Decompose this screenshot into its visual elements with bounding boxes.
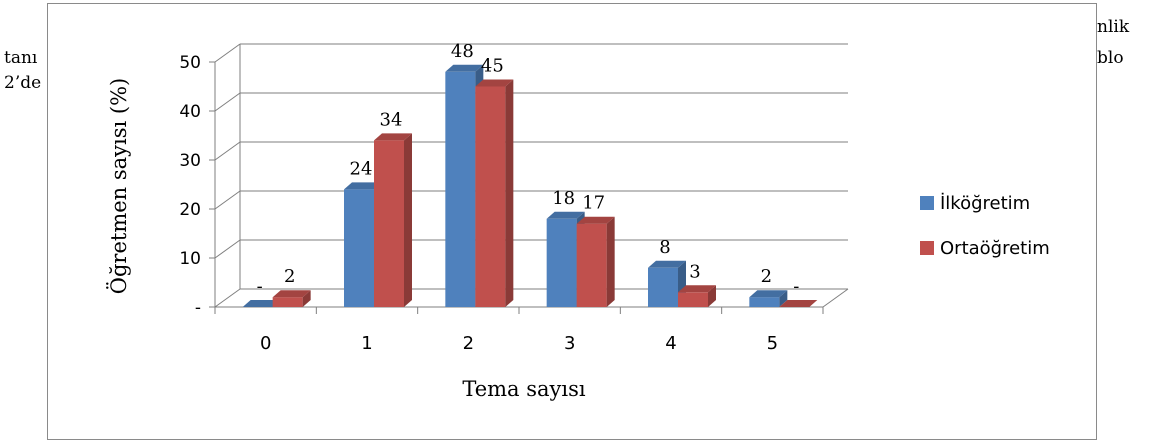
bar-front	[272, 297, 303, 307]
x-tick-label: 1	[361, 333, 372, 354]
y-tick-label: 30	[179, 151, 201, 171]
bar-front	[648, 267, 678, 307]
bar-top	[779, 300, 818, 307]
data-label: 18	[552, 188, 575, 209]
data-label: 2	[761, 266, 772, 287]
y-tick-label: 40	[179, 102, 201, 122]
gridline-slant	[214, 239, 241, 259]
gridline-slant	[214, 141, 241, 161]
chart-frame: -10 20 30 40 50 0 1 2 3 4 5-2 24 34 48 45 18 17 8 3 2- Tema …	[47, 3, 1097, 440]
bar	[475, 79, 514, 307]
bar-front	[374, 140, 404, 307]
bar-top	[678, 285, 716, 293]
legend-label: Ortaöğretim	[940, 238, 1050, 259]
data-label: 8	[659, 237, 670, 258]
bar-side	[505, 79, 514, 307]
bar	[779, 300, 818, 307]
bar-side	[606, 216, 615, 307]
x-tick-label: 2	[463, 333, 474, 354]
data-label: 17	[582, 193, 605, 214]
data-label: 24	[350, 158, 373, 179]
legend-label: İlköğretim	[940, 193, 1030, 214]
bar-top	[374, 133, 412, 141]
bar-top	[648, 260, 686, 268]
bar-front	[576, 223, 607, 307]
data-label: -	[257, 276, 263, 297]
data-label: 48	[451, 41, 474, 62]
bar-top	[749, 290, 788, 298]
bar-front	[749, 297, 780, 307]
x-tick-label: 0	[260, 333, 271, 354]
x-axis-title: Tema sayısı	[462, 377, 586, 401]
bar-top	[576, 216, 615, 224]
bar	[374, 133, 412, 307]
bar	[678, 285, 716, 307]
bar-front	[344, 189, 374, 307]
bar-top	[344, 182, 382, 190]
bar-front	[546, 218, 577, 307]
bar-side	[404, 133, 412, 307]
bar	[648, 260, 686, 307]
bar-top	[546, 211, 585, 219]
floor-right-edge	[822, 288, 849, 308]
x-tick-label: 4	[665, 333, 676, 354]
data-label: -	[793, 276, 799, 297]
bar	[576, 216, 615, 307]
bar-top	[475, 79, 514, 87]
background-text-fragment: 2’de	[4, 73, 42, 93]
y-tick-label: 10	[179, 249, 201, 269]
bar-front	[445, 71, 476, 307]
gridline-slant	[214, 190, 241, 210]
bar-top	[242, 300, 281, 307]
background-text-fragment: nlik	[1097, 17, 1130, 37]
y-tick-label: 50	[179, 53, 201, 73]
legend-swatch	[920, 196, 934, 210]
bar-top	[272, 290, 311, 298]
background-text-fragment: blo	[1097, 48, 1124, 68]
gridline-slant	[214, 43, 241, 63]
background-text-fragment: tanı	[4, 48, 38, 68]
bar-front	[678, 292, 708, 307]
bar	[749, 290, 788, 307]
bar-front	[475, 86, 506, 307]
data-label: 45	[481, 56, 504, 77]
gridline-slant	[214, 92, 241, 112]
data-label: 34	[380, 109, 403, 130]
bar-top	[445, 64, 484, 72]
bar	[242, 300, 281, 307]
y-axis-title: Öğretmen sayısı (%)	[106, 78, 131, 295]
legend-swatch	[920, 241, 934, 255]
bar-side	[708, 285, 716, 307]
data-label: 3	[689, 261, 700, 282]
y-tick-label: -	[195, 298, 201, 318]
data-label: 2	[284, 266, 295, 287]
bar	[272, 290, 311, 307]
x-tick-label: 3	[564, 333, 575, 354]
y-tick-label: 20	[179, 200, 201, 220]
axis-depth-line	[214, 288, 241, 308]
bar-side	[302, 290, 311, 307]
bar-side	[779, 290, 788, 307]
x-tick-label: 5	[767, 333, 778, 354]
